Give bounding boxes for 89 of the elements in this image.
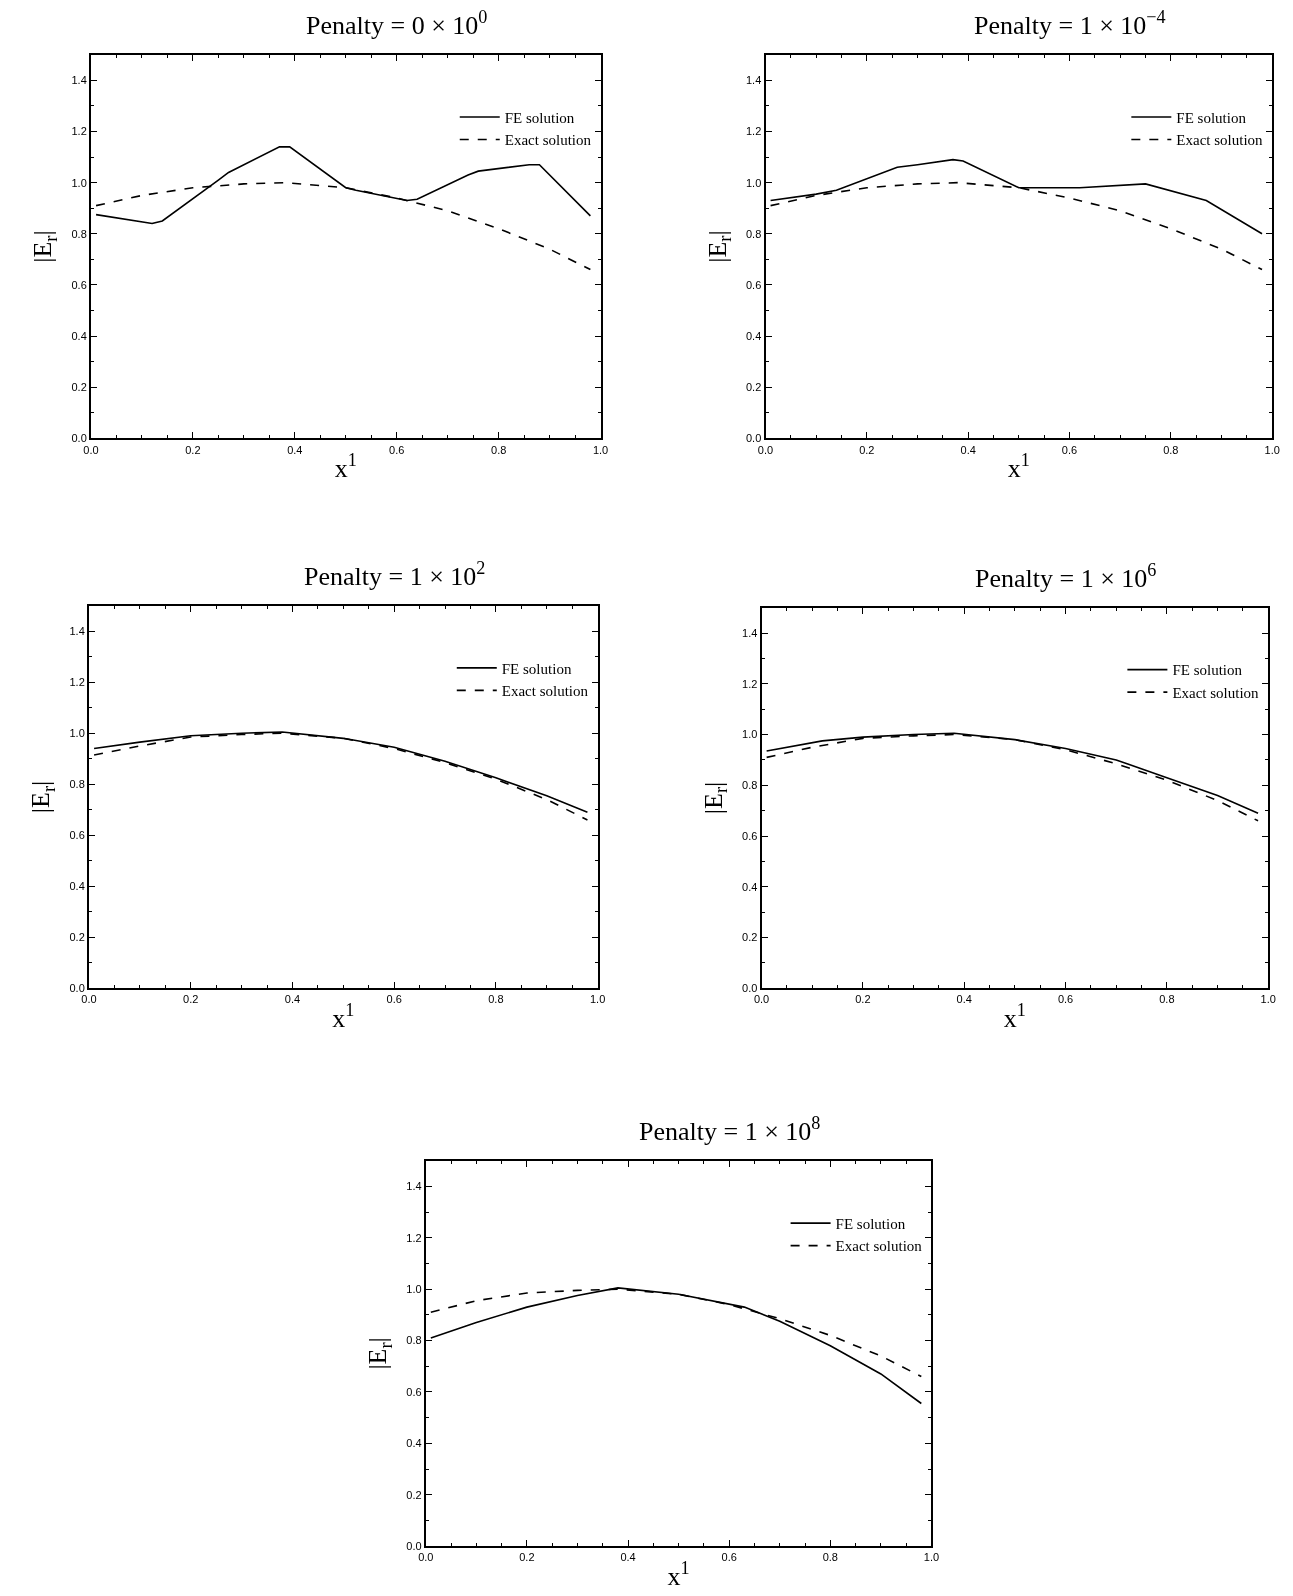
y-tick-label: 0.0: [69, 982, 85, 995]
y-tick-label: 0.8: [406, 1334, 422, 1347]
legend-label: Exact solution: [1176, 132, 1264, 149]
x-axis-title: x$^{1}$: [332, 999, 355, 1033]
legend-label: Exact solution: [1172, 684, 1260, 701]
y-tick-label: 0.0: [746, 432, 762, 445]
x-axis-title: x$^{1}$: [667, 1557, 690, 1591]
legend-label: Exact solution: [504, 132, 592, 149]
y-tick-label: 0.0: [742, 982, 758, 995]
x-tick-label: 0.6: [389, 443, 405, 456]
y-tick-label: 1.0: [406, 1282, 422, 1295]
x-axis-title: x$^{1}$: [1003, 999, 1026, 1033]
y-tick-label: 0.2: [406, 1488, 422, 1501]
y-tick-label: 1.4: [406, 1180, 422, 1193]
y-tick-label: 1.4: [742, 626, 758, 639]
y-tick-label: 0.4: [746, 329, 762, 342]
x-tick-label: 0.6: [1057, 993, 1074, 1006]
legend-label: FE solution: [501, 660, 572, 677]
x-tick-label: 0.4: [956, 993, 972, 1006]
y-tick-label: 0.0: [71, 432, 87, 445]
y-tick-label: 0.6: [71, 278, 87, 291]
y-tick-label: 0.8: [746, 227, 762, 240]
y-tick-label: 1.4: [71, 74, 87, 87]
x-tick-label: 0.2: [183, 993, 199, 1006]
legend-label: FE solution: [504, 109, 575, 126]
x-tick-label: 0.2: [185, 443, 201, 456]
y-tick-label: 1.0: [71, 176, 87, 189]
y-tick-label: 0.2: [742, 931, 758, 944]
y-tick-label: 1.0: [742, 728, 758, 741]
y-tick-label: 1.2: [71, 125, 87, 138]
x-tick-label: 1.0: [589, 993, 606, 1006]
y-tick-label: 0.0: [406, 1540, 422, 1553]
y-tick-label: 1.2: [406, 1231, 422, 1244]
chart-title: Penalty = 1 × 10$^{2}$: [304, 558, 486, 591]
y-tick-label: 1.0: [746, 176, 762, 189]
y-tick-label: 0.6: [742, 829, 758, 842]
y-tick-label: 0.2: [746, 381, 762, 394]
x-tick-label: 0.2: [519, 1551, 535, 1564]
x-tick-label: 0.8: [822, 1551, 838, 1564]
y-tick-label: 0.8: [71, 227, 87, 240]
y-tick-label: 1.2: [742, 677, 758, 690]
legend-label: FE solution: [835, 1215, 906, 1232]
x-tick-label: 0.6: [721, 1551, 737, 1564]
x-tick-label: 0.0: [81, 993, 97, 1006]
x-tick-label: 0.2: [859, 443, 875, 456]
y-tick-label: 1.4: [69, 625, 85, 638]
y-tick-label: 0.4: [71, 329, 87, 342]
legend-label: Exact solution: [501, 683, 589, 700]
y-tick-label: 0.2: [71, 381, 87, 394]
y-tick-label: 1.0: [69, 727, 85, 740]
y-tick-label: 0.6: [746, 278, 762, 291]
legend-label: FE solution: [1172, 662, 1243, 679]
y-tick-label: 0.4: [742, 880, 758, 893]
y-tick-label: 1.4: [746, 74, 762, 87]
y-tick-label: 0.6: [406, 1385, 422, 1398]
y-tick-label: 1.2: [69, 676, 85, 689]
x-tick-label: 0.8: [1159, 993, 1175, 1006]
y-tick-label: 0.4: [69, 880, 85, 893]
y-tick-label: 0.8: [69, 778, 85, 791]
x-tick-label: 0.4: [960, 443, 976, 456]
y-tick-label: 0.6: [69, 829, 85, 842]
x-axis-title: x$^{1}$: [334, 449, 357, 483]
chart-title: Penalty = 1 × 10$^{6}$: [975, 560, 1157, 593]
x-tick-label: 1.0: [1260, 993, 1276, 1006]
chart-title: Penalty = 0 × 10$^{0}$: [306, 7, 488, 40]
y-tick-label: 0.4: [406, 1437, 422, 1450]
x-tick-label: 0.8: [491, 443, 507, 456]
x-tick-label: 0.8: [488, 993, 504, 1006]
x-tick-label: 0.0: [83, 443, 99, 456]
y-tick-label: 0.2: [69, 931, 85, 944]
x-tick-label: 0.8: [1163, 443, 1179, 456]
x-tick-label: 0.6: [386, 993, 402, 1006]
chart-title: Penalty = 1 × 10$^{−4}$: [974, 7, 1166, 40]
x-tick-label: 0.4: [284, 993, 301, 1006]
x-tick-label: 0.6: [1061, 443, 1078, 456]
x-tick-label: 1.0: [923, 1551, 940, 1564]
x-tick-label: 0.2: [855, 993, 871, 1006]
x-tick-label: 1.0: [592, 443, 609, 456]
x-tick-label: 0.4: [620, 1551, 636, 1564]
x-tick-label: 0.0: [418, 1551, 434, 1564]
legend-label: FE solution: [1176, 109, 1247, 126]
x-tick-label: 0.0: [757, 443, 774, 456]
x-tick-label: 1.0: [1264, 443, 1280, 456]
x-tick-label: 0.4: [287, 443, 303, 456]
legend-label: Exact solution: [835, 1238, 923, 1255]
y-tick-label: 1.2: [746, 125, 762, 138]
chart-title: Penalty = 1 × 10$^{8}$: [639, 1113, 821, 1146]
x-axis-title: x$^{1}$: [1007, 449, 1030, 483]
y-tick-label: 0.8: [742, 779, 758, 792]
